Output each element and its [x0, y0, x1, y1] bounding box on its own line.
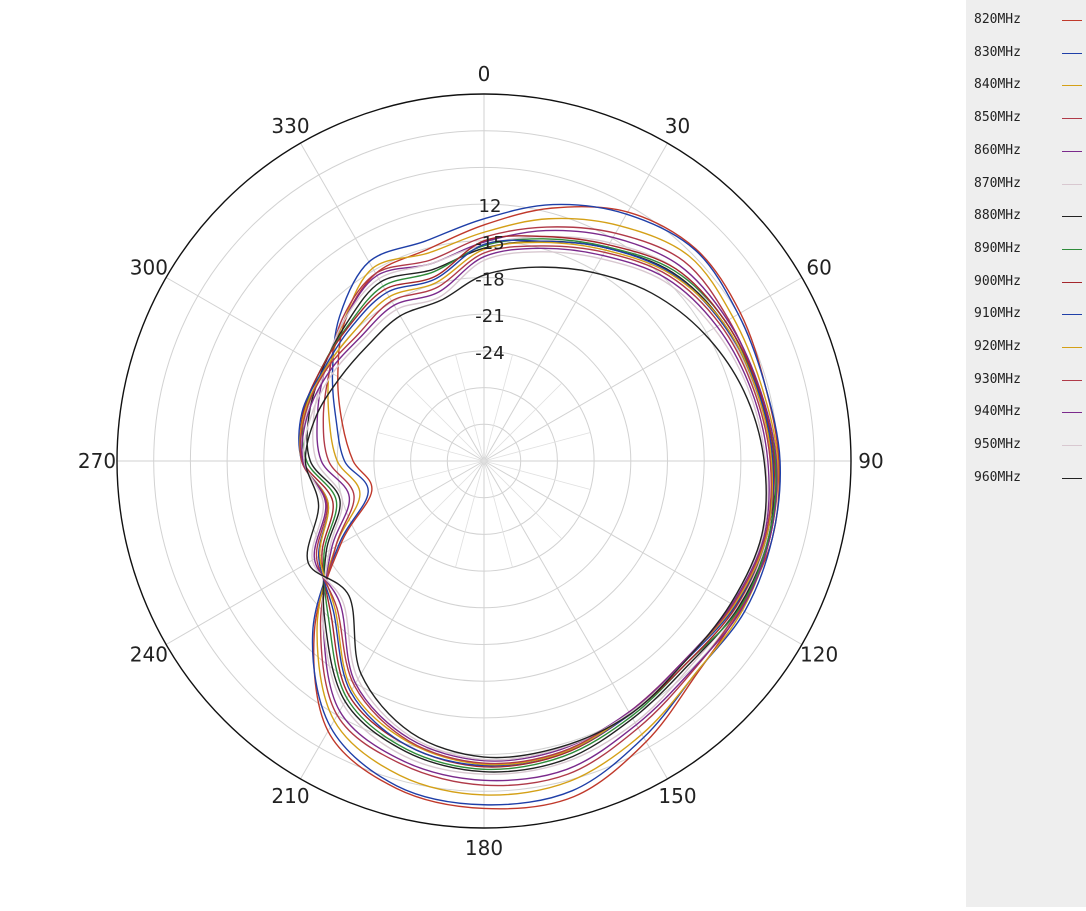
legend-item: 850MHz — [974, 108, 1084, 128]
grid-spoke — [300, 142, 485, 462]
legend-swatch — [1062, 52, 1082, 54]
legend-item: 910MHz — [974, 304, 1084, 324]
legend: 820MHz 830MHz 840MHz 850MHz 860MHz 870MHz 880M… — [966, 0, 1086, 907]
angle-tick-label: 240 — [130, 643, 168, 667]
grid-spoke-minor — [455, 354, 485, 462]
legend-swatch — [1062, 445, 1082, 447]
radial-tick-label: 12 — [479, 196, 502, 217]
legend-label: 890MHz — [974, 240, 1021, 256]
legend-item: 930MHz — [974, 370, 1084, 390]
legend-swatch — [1062, 347, 1082, 348]
grid-spoke-minor — [483, 460, 513, 568]
legend-label: 840MHz — [974, 77, 1021, 93]
angle-tick-label: 270 — [78, 449, 116, 473]
grid-spoke — [483, 460, 803, 645]
legend-label: 960MHz — [974, 469, 1021, 485]
angle-tick-label: 90 — [858, 449, 883, 473]
legend-label: 830MHz — [974, 44, 1021, 60]
legend-swatch — [1062, 477, 1082, 479]
legend-swatch — [1062, 281, 1082, 283]
angle-tick-label: 300 — [130, 256, 168, 280]
angle-tick-label: 330 — [271, 114, 309, 138]
angle-tick-label: 150 — [658, 784, 696, 808]
radial-tick-label: -18 — [475, 270, 504, 291]
legend-swatch — [1062, 314, 1082, 316]
legend-item: 880MHz — [974, 206, 1084, 226]
legend-swatch — [1062, 118, 1082, 120]
legend-item: 920MHz — [974, 337, 1084, 357]
radial-tick-label: -21 — [475, 306, 504, 327]
grid-spoke-minor — [483, 460, 563, 540]
grid-spoke — [483, 277, 803, 462]
legend-item: 860MHz — [974, 141, 1084, 161]
angle-tick-label: 60 — [806, 256, 831, 280]
radial-tick-label: -15 — [475, 233, 504, 254]
legend-label: 950MHz — [974, 437, 1021, 453]
grid-spoke-minor — [405, 460, 485, 540]
grid-spoke-minor — [483, 460, 591, 490]
grid-spoke-minor — [483, 432, 591, 462]
legend-label: 940MHz — [974, 404, 1021, 420]
legend-label: 910MHz — [974, 306, 1021, 322]
legend-item: 900MHz — [974, 272, 1084, 292]
legend-item: 950MHz — [974, 435, 1084, 455]
angle-tick-label: 30 — [665, 114, 690, 138]
grid-spoke — [483, 460, 668, 780]
legend-label: 930MHz — [974, 371, 1021, 387]
legend-item: 960MHz — [974, 468, 1084, 488]
legend-label: 900MHz — [974, 273, 1021, 289]
grid-spoke-minor — [377, 460, 485, 490]
series-line — [301, 247, 770, 762]
legend-item: 890MHz — [974, 239, 1084, 259]
grid-spoke-minor — [455, 460, 485, 568]
plot-background — [0, 0, 966, 907]
grid-spoke-minor — [483, 354, 513, 462]
grid-spoke — [300, 460, 485, 780]
legend-item: 820MHz — [974, 10, 1084, 30]
series-line — [311, 203, 781, 806]
legend-swatch — [1062, 379, 1082, 381]
legend-swatch — [1062, 85, 1082, 87]
polar-chart: 0 30 60 90 120 150 180 210 240 270 300 330 12 -15 -18 -… — [0, 0, 966, 907]
legend-swatch — [1062, 183, 1082, 185]
legend-label: 880MHz — [974, 208, 1021, 224]
legend-swatch — [1062, 412, 1082, 414]
polar-boundary — [116, 93, 852, 829]
legend-item: 940MHz — [974, 402, 1084, 422]
series-line — [319, 226, 777, 787]
legend-label: 920MHz — [974, 339, 1021, 354]
series-line — [299, 235, 775, 768]
legend-swatch — [1062, 248, 1082, 250]
legend-item: 830MHz — [974, 43, 1084, 63]
grid-spoke — [165, 460, 485, 645]
legend-item: 870MHz — [974, 174, 1084, 194]
grid-spoke — [483, 142, 668, 462]
legend-swatch — [1062, 20, 1082, 21]
legend-item: 840MHz — [974, 75, 1084, 95]
legend-swatch — [1062, 150, 1082, 152]
series-line — [313, 205, 780, 810]
radial-tick-label: -24 — [475, 343, 504, 364]
angle-tick-label: 210 — [271, 784, 309, 808]
series-line — [304, 266, 767, 759]
grid-spoke-minor — [483, 382, 563, 462]
grid-spoke-minor — [377, 432, 485, 462]
angle-tick-label: 180 — [465, 836, 503, 860]
legend-swatch — [1062, 216, 1082, 218]
series-line — [299, 245, 772, 765]
series-line — [316, 217, 779, 796]
legend-label: 870MHz — [974, 175, 1021, 191]
angle-tick-label: 0 — [478, 62, 491, 86]
series-line — [303, 251, 768, 761]
angle-tick-label: 120 — [800, 643, 838, 667]
legend-label: 860MHz — [974, 142, 1021, 158]
legend-label: 850MHz — [974, 110, 1021, 126]
grid-spoke-minor — [405, 382, 485, 462]
series-line — [299, 241, 774, 766]
legend-label: 820MHz — [974, 12, 1021, 27]
